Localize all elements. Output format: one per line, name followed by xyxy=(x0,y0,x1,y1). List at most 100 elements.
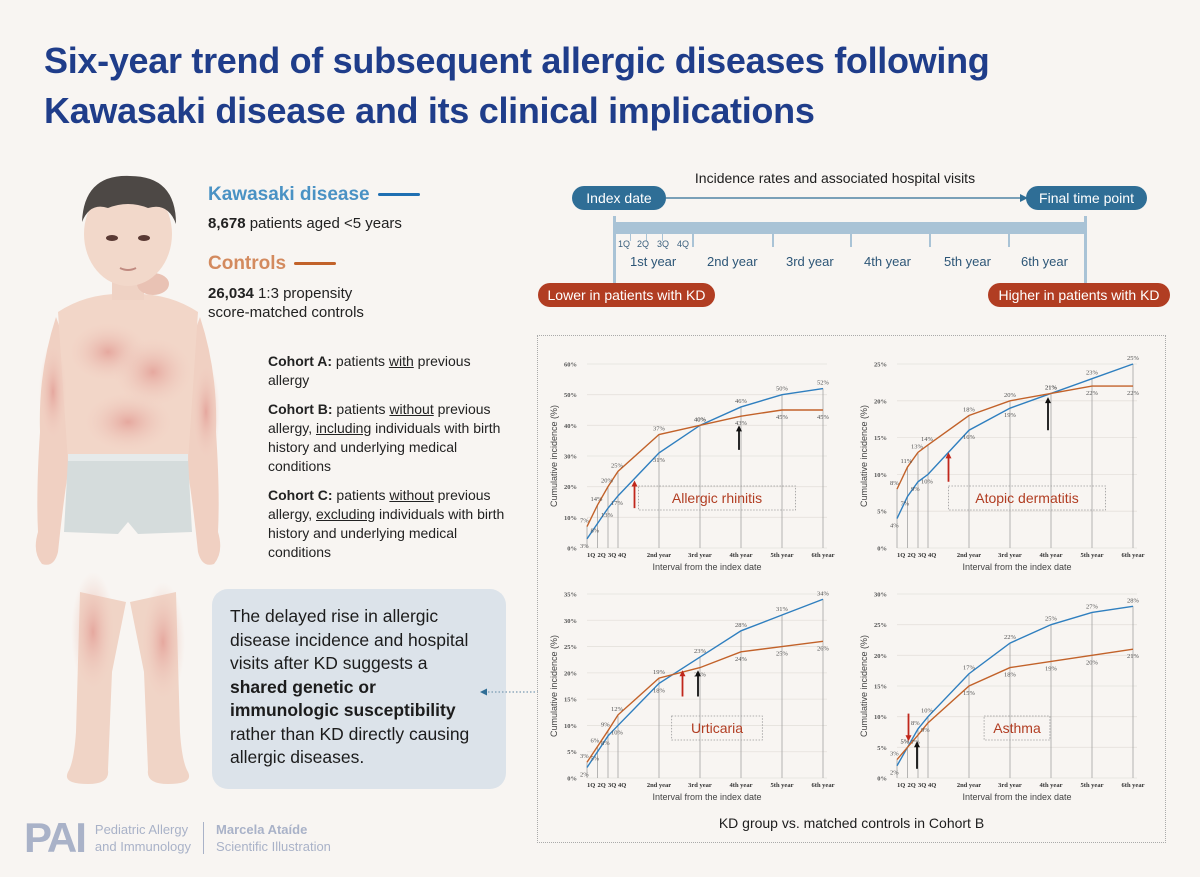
charts-panel xyxy=(537,335,1166,843)
svg-text:13%: 13% xyxy=(601,512,614,519)
svg-text:22%: 22% xyxy=(1127,390,1140,397)
svg-text:Atopic dermatitis: Atopic dermatitis xyxy=(975,490,1078,506)
lower-in-kd-pill: Lower in patients with KD xyxy=(538,283,715,307)
conclusion-callout: The delayed rise in allergic disease inc… xyxy=(212,589,506,789)
svg-text:0%: 0% xyxy=(877,546,887,553)
svg-text:7%: 7% xyxy=(580,518,589,525)
cohort-definitions: Cohort A: patients with previous allergy… xyxy=(268,352,508,572)
svg-text:2Q: 2Q xyxy=(598,552,606,559)
svg-text:2Q: 2Q xyxy=(908,782,916,789)
svg-text:13%: 13% xyxy=(911,443,924,450)
svg-text:Asthma: Asthma xyxy=(993,720,1041,736)
title-line-1: Six-year trend of subsequent allergic di… xyxy=(44,40,990,81)
svg-text:15%: 15% xyxy=(874,435,887,442)
svg-text:30%: 30% xyxy=(874,592,887,599)
svg-text:20%: 20% xyxy=(564,484,577,491)
svg-text:25%: 25% xyxy=(874,362,887,369)
svg-text:3Q: 3Q xyxy=(918,782,926,789)
svg-text:17%: 17% xyxy=(611,500,624,507)
svg-text:8%: 8% xyxy=(591,527,600,534)
svg-text:1Q: 1Q xyxy=(897,552,905,559)
svg-text:0%: 0% xyxy=(567,546,577,553)
svg-text:30%: 30% xyxy=(564,618,577,625)
svg-text:2Q: 2Q xyxy=(908,552,916,559)
svg-text:50%: 50% xyxy=(564,392,577,399)
chart-asthma: 0% 5% 10% 15% 20% 25% 30% 1Q 2Q 3Q 4Q 2nd year 3rd y… xyxy=(855,588,1155,807)
svg-text:3rd year: 3rd year xyxy=(998,552,1022,559)
svg-text:18%: 18% xyxy=(963,407,976,414)
svg-text:15%: 15% xyxy=(963,690,976,697)
svg-text:Interval from the index date: Interval from the index date xyxy=(962,562,1071,572)
child-illustration xyxy=(28,172,228,797)
svg-text:28%: 28% xyxy=(1127,597,1140,604)
kd-count: 8,678 xyxy=(208,215,246,232)
svg-text:22%: 22% xyxy=(1004,634,1017,641)
svg-text:27%: 27% xyxy=(1086,603,1099,610)
title-line-2: Kawasaki disease and its clinical implic… xyxy=(44,90,815,131)
svg-text:Allergic rhinitis: Allergic rhinitis xyxy=(672,490,762,506)
svg-text:15%: 15% xyxy=(564,697,577,704)
svg-text:8%: 8% xyxy=(890,480,899,487)
tl-year-2: 2nd year xyxy=(707,254,758,269)
index-date-pill: Index date xyxy=(572,186,666,210)
svg-text:1Q: 1Q xyxy=(587,782,595,789)
svg-text:19%: 19% xyxy=(1004,412,1017,419)
svg-text:26%: 26% xyxy=(817,645,830,652)
svg-text:6th year: 6th year xyxy=(812,552,835,559)
svg-text:4th year: 4th year xyxy=(1040,782,1063,789)
svg-text:2%: 2% xyxy=(580,771,589,778)
timeline-arrow xyxy=(666,194,1028,202)
svg-text:5%: 5% xyxy=(877,745,887,752)
legend-kd-desc: 8,678 patients aged <5 years xyxy=(208,215,402,232)
svg-text:3rd year: 3rd year xyxy=(998,782,1022,789)
controls-count: 26,034 xyxy=(208,285,254,302)
svg-text:25%: 25% xyxy=(611,462,624,469)
tl-q3: 3Q xyxy=(657,239,670,249)
svg-text:24%: 24% xyxy=(735,656,748,663)
chart-atopic-dermatitis: 0% 5% 10% 15% 20% 25% 1Q 2Q 3Q 4Q 2nd year 3rd year… xyxy=(855,355,1155,577)
svg-text:3%: 3% xyxy=(580,543,589,550)
tl-year-5: 5th year xyxy=(944,254,991,269)
svg-text:14%: 14% xyxy=(591,496,604,503)
cohort-a: Cohort A: patients with previous allergy xyxy=(268,353,471,388)
timeline-bar xyxy=(614,222,1086,234)
svg-text:2nd year: 2nd year xyxy=(647,782,671,789)
legend-controls-label: Controls xyxy=(208,253,287,274)
svg-text:4Q: 4Q xyxy=(618,552,626,559)
tl-year-1: 1st year xyxy=(630,254,677,269)
tl-year-6: 6th year xyxy=(1021,254,1068,269)
svg-text:5th year: 5th year xyxy=(771,782,794,789)
svg-text:21%: 21% xyxy=(1045,384,1058,391)
svg-text:31%: 31% xyxy=(653,457,666,464)
tl-q4: 4Q xyxy=(677,239,690,249)
svg-text:46%: 46% xyxy=(735,398,748,405)
svg-text:30%: 30% xyxy=(564,454,577,461)
svg-text:52%: 52% xyxy=(817,380,830,387)
legend-kd-line xyxy=(377,193,420,197)
svg-text:60%: 60% xyxy=(564,362,577,369)
svg-text:5%: 5% xyxy=(877,509,887,516)
svg-text:2nd year: 2nd year xyxy=(647,552,671,559)
svg-text:40%: 40% xyxy=(694,416,707,423)
svg-text:1Q: 1Q xyxy=(587,552,595,559)
svg-text:Cumulative incidence (%): Cumulative incidence (%) xyxy=(549,405,559,507)
footer-divider xyxy=(203,822,205,854)
callout-pointer-arrow xyxy=(480,688,538,696)
svg-text:3Q: 3Q xyxy=(918,552,926,559)
legend-controls-desc: 26,034 1:3 propensity score-matched cont… xyxy=(208,285,364,321)
svg-text:3%: 3% xyxy=(890,751,899,758)
tl-q1: 1Q xyxy=(618,239,631,249)
svg-text:19%: 19% xyxy=(1045,665,1058,672)
svg-text:2nd year: 2nd year xyxy=(957,782,981,789)
timeline-title: Incidence rates and associated hospital … xyxy=(694,170,976,186)
svg-text:0%: 0% xyxy=(567,776,577,783)
svg-text:12%: 12% xyxy=(611,706,624,713)
svg-text:2%: 2% xyxy=(890,770,899,777)
tl-year-3: 3rd year xyxy=(786,254,834,269)
svg-text:8%: 8% xyxy=(601,740,610,747)
svg-text:18%: 18% xyxy=(653,687,666,694)
svg-text:4Q: 4Q xyxy=(928,782,936,789)
svg-text:6th year: 6th year xyxy=(812,782,835,789)
svg-text:Interval from the index date: Interval from the index date xyxy=(652,792,761,802)
svg-text:23%: 23% xyxy=(694,648,707,655)
